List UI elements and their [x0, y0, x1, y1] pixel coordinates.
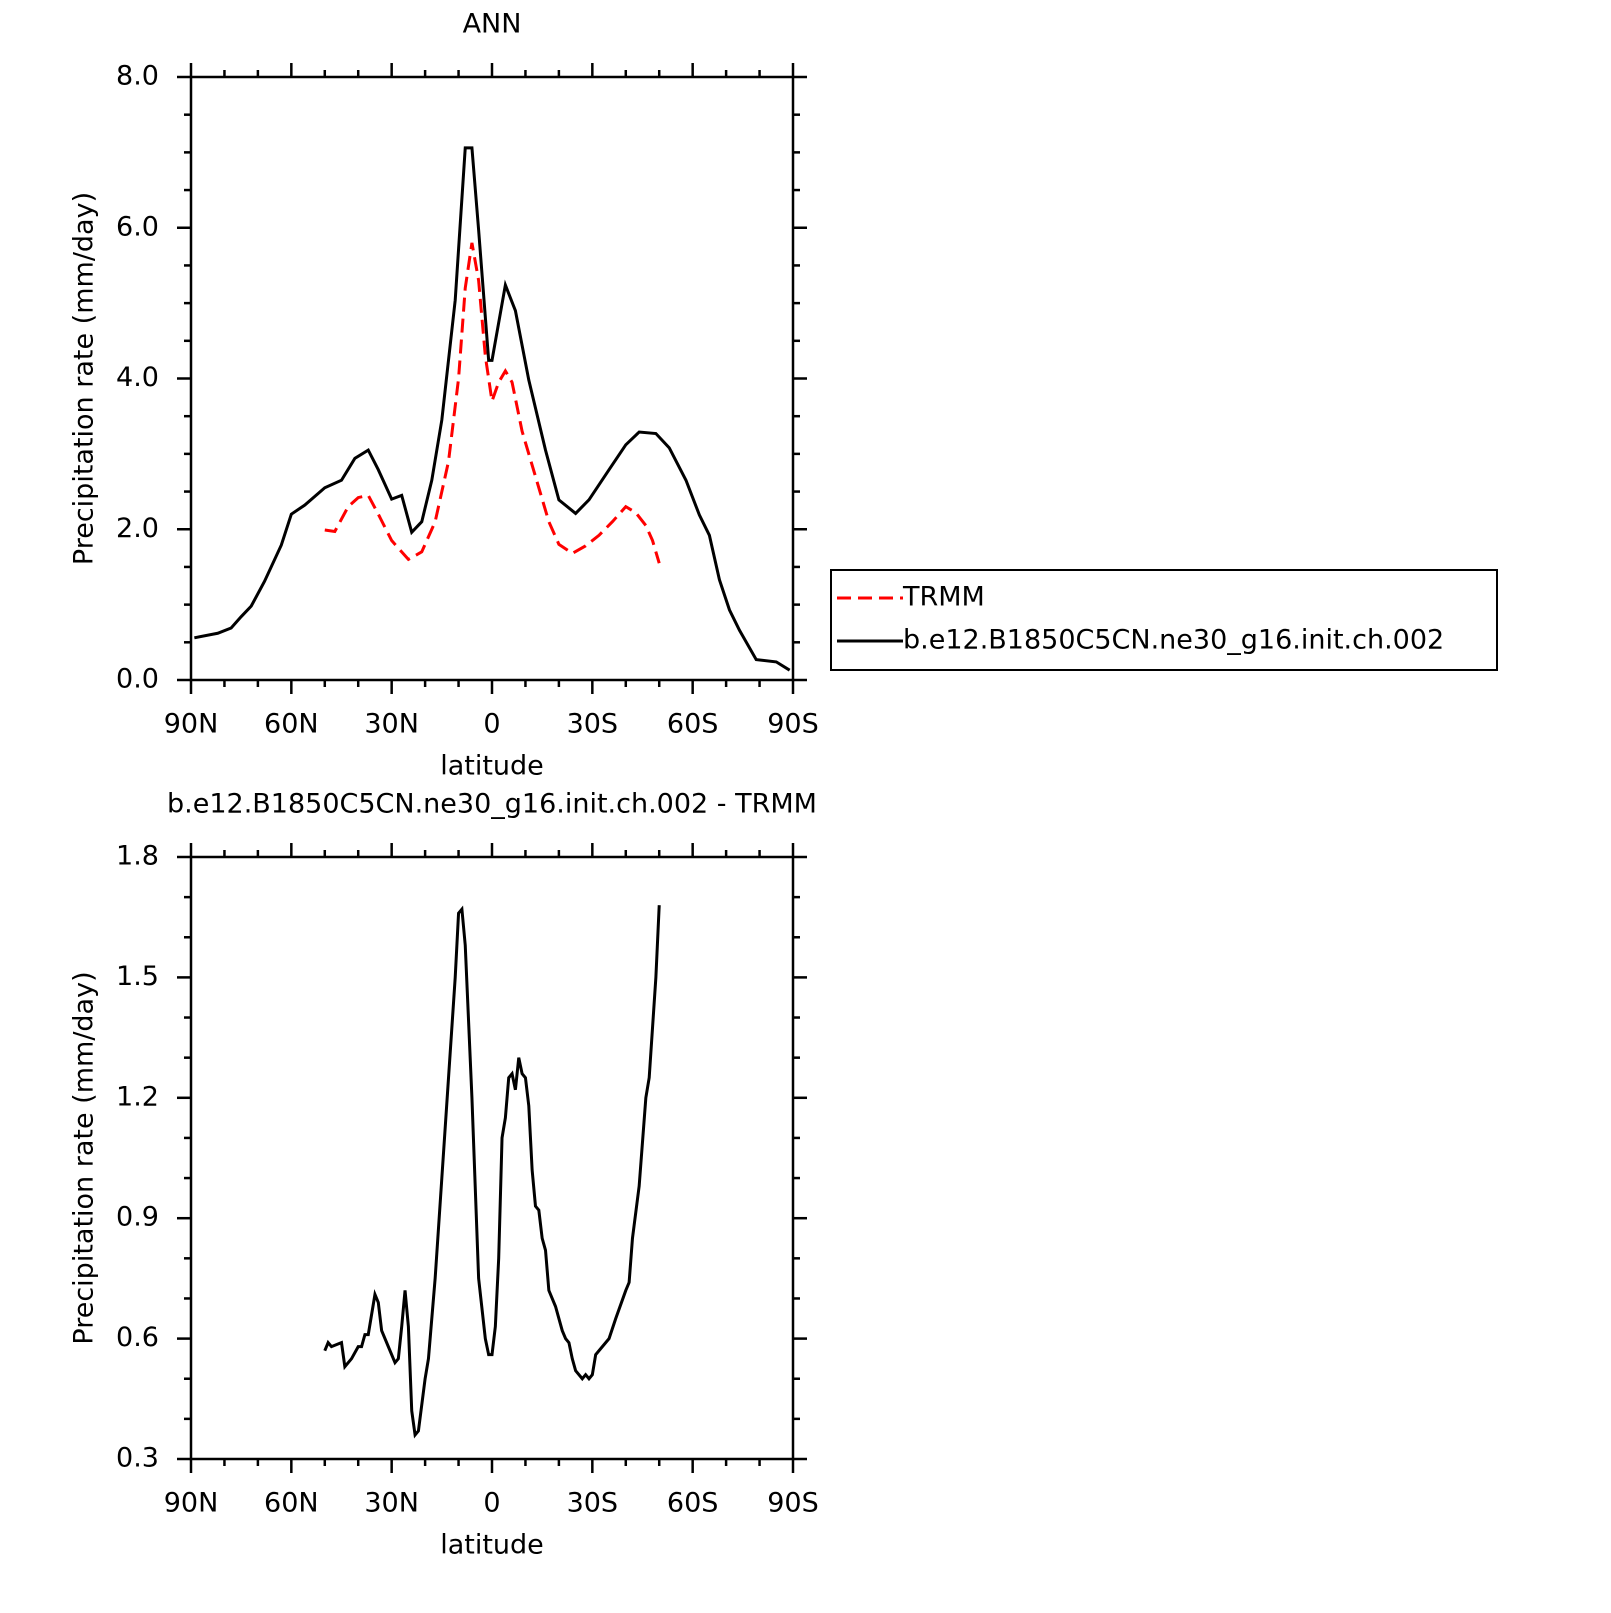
legend-label: TRMM — [902, 582, 985, 613]
x-axis-label: latitude — [440, 1530, 544, 1561]
y-tick-label: 0.3 — [116, 1443, 159, 1474]
y-tick-label: 1.8 — [116, 841, 159, 872]
x-tick-label: 30S — [567, 709, 619, 740]
x-tick-label: 90N — [164, 1488, 219, 1519]
chart-title: b.e12.B1850C5CN.ne30_g16.init.ch.002 - T… — [167, 789, 817, 820]
x-tick-label: 0 — [483, 709, 500, 740]
x-tick-label: 30N — [364, 1488, 419, 1519]
x-tick-label: 60N — [264, 709, 319, 740]
y-tick-label: 8.0 — [116, 61, 159, 92]
x-tick-label: 0 — [483, 1488, 500, 1519]
x-tick-label: 30N — [364, 709, 419, 740]
y-tick-label: 0.0 — [116, 664, 159, 695]
x-axis-label: latitude — [440, 751, 544, 782]
x-tick-label: 90N — [164, 709, 219, 740]
x-tick-label: 90S — [767, 1488, 819, 1519]
y-tick-label: 1.5 — [116, 961, 159, 992]
x-tick-label: 60S — [667, 1488, 719, 1519]
x-tick-label: 60N — [264, 1488, 319, 1519]
y-axis-label: Precipitation rate (mm/day) — [69, 971, 100, 1344]
y-tick-label: 4.0 — [116, 362, 159, 393]
x-tick-label: 60S — [667, 709, 719, 740]
data-line — [194, 146, 791, 672]
y-tick-label: 0.9 — [116, 1202, 159, 1233]
y-axis-label: Precipitation rate (mm/day) — [69, 192, 100, 565]
data-line — [324, 242, 661, 564]
x-tick-label: 90S — [767, 709, 819, 740]
data-line — [323, 905, 661, 1439]
y-tick-label: 0.6 — [116, 1322, 159, 1353]
legend-box — [830, 569, 1498, 671]
plot-frame — [189, 855, 795, 1461]
plot-frame — [189, 75, 795, 682]
y-tick-label: 1.2 — [116, 1081, 159, 1112]
y-tick-label: 2.0 — [116, 513, 159, 544]
x-tick-label: 30S — [567, 1488, 619, 1519]
y-tick-label: 6.0 — [116, 211, 159, 242]
legend-label: b.e12.B1850C5CN.ne30_g16.init.ch.002 — [903, 625, 1444, 656]
chart-title: ANN — [463, 9, 522, 40]
